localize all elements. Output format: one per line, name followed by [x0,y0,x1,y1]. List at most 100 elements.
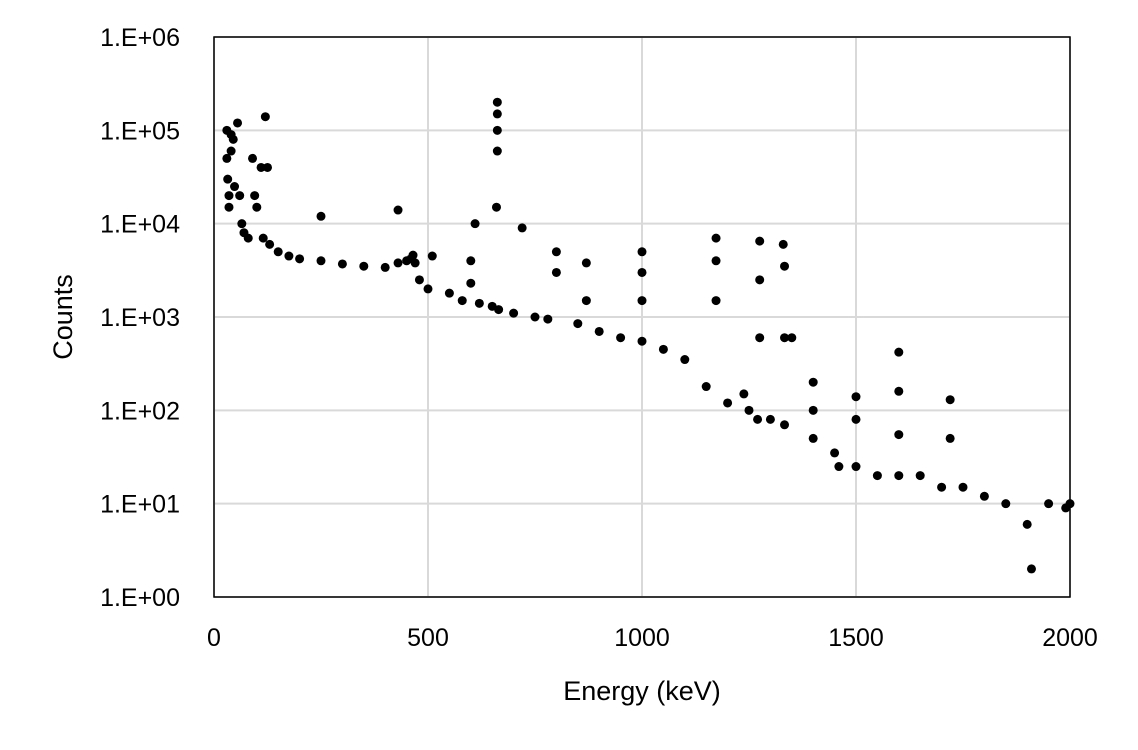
data-point [753,414,763,424]
data-point [1044,499,1054,509]
data-point [337,259,347,269]
y-tick-label: 1.E+03 [100,304,180,332]
data-point [530,312,540,322]
data-point [228,134,238,144]
data-point [466,278,476,288]
y-tick-label: 1.E+00 [100,584,180,612]
data-point [237,219,247,229]
data-point [723,398,733,408]
data-point [1026,564,1036,574]
data-points [222,97,1075,574]
data-point [410,258,420,268]
data-point [739,389,749,399]
data-point [551,267,561,277]
y-tick-label: 1.E+02 [100,397,180,425]
data-point [551,247,561,257]
data-point [265,239,275,249]
x-tick-label: 2000 [1042,624,1098,652]
data-point [680,355,690,365]
x-tick-label: 0 [207,624,221,652]
data-point [581,258,591,268]
data-point [494,305,504,315]
data-point [492,125,502,135]
data-point [380,262,390,272]
data-point [765,414,775,424]
data-point [1065,499,1075,509]
data-point [258,233,268,243]
data-point [834,462,844,472]
data-point [637,296,647,306]
data-point [711,233,721,243]
y-tick-label: 1.E+01 [100,491,180,519]
data-point [894,347,904,357]
data-point [787,333,797,343]
data-point [233,118,243,128]
data-point [830,448,840,458]
data-point [466,256,476,266]
data-point [230,182,240,192]
data-point [250,191,260,201]
data-point [223,174,233,184]
data-point [581,296,591,306]
data-point [851,414,861,424]
data-point [573,319,583,329]
data-point [492,97,502,107]
data-point [474,298,484,308]
data-point [393,258,403,268]
grid [213,36,1071,598]
data-point [444,288,454,298]
data-point [701,382,711,392]
data-point [711,256,721,266]
data-point [851,462,861,472]
data-point [273,247,283,257]
data-point [755,333,765,343]
y-tick-label: 1.E+06 [100,24,180,52]
data-point [222,153,232,163]
data-point [945,395,955,405]
data-point [284,251,294,261]
data-point [252,202,262,212]
data-point [945,433,955,443]
data-point [872,471,882,481]
y-tick-label: 1.E+05 [100,117,180,145]
data-point [316,256,326,266]
data-point [755,275,765,285]
data-point [492,146,502,156]
data-point [393,205,403,215]
data-point [915,471,925,481]
data-point [457,296,467,306]
x-tick-label: 1500 [828,624,884,652]
data-point [491,202,501,212]
data-point [744,405,754,415]
data-point [894,471,904,481]
data-point [359,261,369,271]
data-point [637,247,647,257]
data-point [658,344,668,354]
plot-area-frame [213,36,1071,598]
data-point [543,314,553,324]
x-tick-label: 1000 [614,624,670,652]
data-point [937,482,947,492]
data-point [958,482,968,492]
data-point [808,405,818,415]
data-point [256,162,266,172]
data-point [408,250,418,260]
data-point [243,233,253,243]
data-point [755,236,765,246]
data-point [224,202,234,212]
data-point [517,223,527,233]
y-axis-title: Counts [48,274,78,360]
x-axis-ticks: 0 500 1000 1500 2000 [207,624,1098,652]
data-point [616,333,626,343]
data-point [263,162,272,172]
data-point [778,239,788,249]
data-point [1001,499,1011,509]
y-tick-label: 1.E+04 [100,211,180,239]
data-point [224,191,234,201]
data-point [808,433,818,443]
data-point [427,251,437,261]
data-point [492,109,502,119]
data-point [637,267,647,277]
